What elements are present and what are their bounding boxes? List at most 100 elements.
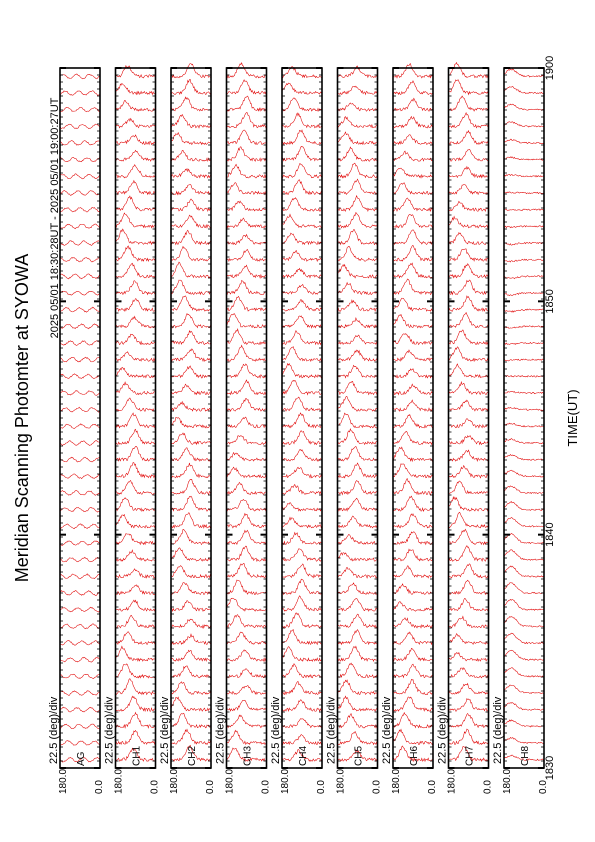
panel-scale-label: 22.5 (deg)/div (326, 696, 338, 764)
trace-line (170, 417, 212, 429)
trace-line (226, 747, 267, 762)
trace-line (392, 565, 434, 579)
trace-line (392, 446, 434, 463)
trace-line (281, 362, 323, 379)
trace-line (281, 412, 323, 429)
trace-line (392, 711, 434, 729)
trace-line (448, 263, 489, 279)
trace-line (337, 497, 378, 512)
panel-minor-ticks (115, 67, 156, 769)
channel-panels: 180.0 0.0 AG 22.5 (deg)/div 180.0 0.0 CH1 22.5 … (48, 61, 549, 794)
trace-line (448, 633, 489, 645)
panel-ch5: 180.0 0.0 CH5 22.5 (deg)/div (326, 65, 383, 794)
trace-line (337, 480, 378, 496)
trace-line (115, 195, 156, 212)
trace-line (503, 565, 545, 578)
trace-line (503, 375, 545, 378)
trace-line (115, 479, 156, 495)
trace-line (115, 315, 156, 329)
panel-scale-label: 22.5 (deg)/div (437, 696, 449, 764)
x-tick-label-1850: 1850 (544, 289, 556, 313)
trace-line (503, 754, 545, 761)
trace-line (170, 329, 212, 345)
trace-line (392, 513, 434, 529)
trace-line (281, 396, 323, 412)
trace-line (448, 464, 489, 479)
trace-line (392, 478, 434, 496)
trace-line (337, 380, 378, 396)
trace-line (226, 313, 267, 329)
trace-line (170, 229, 212, 246)
x-tick-label-1830: 1830 (544, 756, 556, 780)
trace-line (59, 706, 101, 713)
trace-line (503, 391, 545, 395)
trace-line (392, 115, 434, 129)
trace-line (503, 422, 545, 428)
trace-line (115, 245, 156, 263)
trace-line (115, 462, 156, 479)
trace-line (226, 435, 267, 446)
trace-line (170, 565, 212, 579)
trace-line (503, 86, 545, 95)
trace-line (115, 497, 156, 512)
trace-line (226, 79, 267, 95)
trace-line (170, 279, 212, 296)
trace-line (503, 68, 545, 78)
trace-line (115, 549, 156, 562)
trace-line (337, 695, 378, 712)
trace-line (337, 566, 378, 579)
trace-line (392, 696, 434, 712)
trace-line (448, 380, 489, 395)
trace-line (170, 365, 212, 379)
panel-traces-ch7 (448, 61, 489, 763)
trace-line (115, 568, 156, 579)
panel-traces-ch5 (337, 65, 378, 762)
trace-line (503, 485, 545, 495)
trace-line (59, 507, 101, 513)
trace-line (503, 225, 545, 229)
trace-line (115, 164, 156, 179)
trace-line (337, 334, 378, 346)
x-tick-label-1900: 1900 (544, 56, 556, 80)
trace-line (170, 214, 212, 229)
trace-line (281, 483, 323, 495)
trace-line (115, 100, 156, 112)
trace-line (448, 418, 489, 429)
trace-line (170, 295, 212, 312)
trace-line (115, 298, 156, 312)
trace-line (281, 112, 323, 129)
panel-traces-ch3 (226, 61, 267, 762)
trace-line (281, 330, 323, 346)
trace-line (281, 129, 323, 146)
trace-line (115, 212, 156, 229)
trace-line (448, 215, 489, 229)
trace-line (503, 358, 545, 362)
trace-line (392, 229, 434, 245)
trace-line (281, 629, 323, 646)
trace-line (59, 690, 101, 696)
trace-line (170, 633, 212, 646)
trace-line (170, 681, 212, 695)
trace-line (337, 552, 378, 562)
trace-line (226, 631, 267, 645)
trace-line (226, 146, 267, 163)
trace-line (226, 163, 267, 179)
trace-line (226, 699, 267, 712)
trace-line (226, 379, 267, 396)
trace-line (337, 211, 378, 229)
trace-line (448, 129, 489, 145)
trace-line (115, 262, 156, 279)
trace-line (337, 229, 378, 246)
trace-line (170, 383, 212, 396)
trace-line (281, 197, 323, 212)
trace-line (337, 748, 378, 762)
trace-line (337, 102, 378, 112)
trace-line (337, 162, 378, 179)
trace-line (281, 680, 323, 696)
trace-line (59, 456, 101, 463)
trace-line (281, 250, 323, 263)
trace-line (226, 529, 267, 546)
trace-line (448, 295, 489, 312)
trace-line (392, 182, 434, 196)
trace-line (337, 281, 378, 295)
